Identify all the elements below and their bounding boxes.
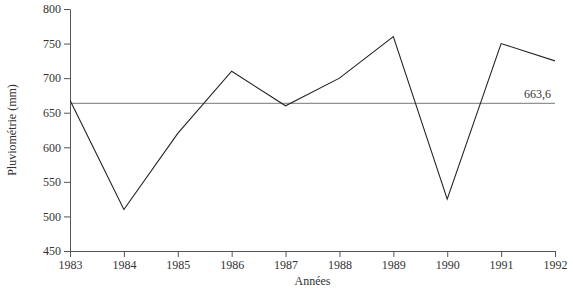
x-tick: 1990: [436, 251, 460, 272]
y-tick-label: 550: [43, 175, 61, 189]
y-tick-mark: [64, 113, 70, 114]
mean-label: 663,6: [524, 87, 551, 101]
y-tick-mark: [64, 9, 70, 10]
x-tick: 1992: [544, 251, 568, 272]
x-tick-label: 1984: [112, 258, 136, 272]
y-tick-mark: [64, 251, 70, 252]
x-tick: 1983: [59, 251, 83, 272]
x-tick-mark: [555, 251, 556, 257]
x-tick-mark: [124, 251, 125, 257]
y-axis-title: Pluviométrie (mm): [5, 84, 19, 176]
x-tick-mark: [447, 251, 448, 257]
x-tick: 1991: [490, 251, 514, 272]
data-layer: [70, 37, 555, 210]
y-tick: 800: [43, 2, 70, 16]
y-tick-label: 450: [43, 244, 61, 258]
x-tick-label: 1990: [436, 258, 460, 272]
y-tick-mark: [64, 44, 70, 45]
x-tick-label: 1987: [274, 258, 298, 272]
rainfall-line: [70, 37, 555, 210]
x-axis-line: [71, 251, 556, 252]
x-tick-mark: [178, 251, 179, 257]
y-tick-mark: [64, 147, 70, 148]
x-tick: 1988: [328, 251, 352, 272]
x-tick-label: 1985: [166, 258, 190, 272]
y-tick: 700: [43, 71, 70, 85]
y-tick-mark: [64, 216, 70, 217]
y-tick: 450: [43, 244, 70, 258]
y-tick: 600: [43, 141, 70, 155]
y-tick-mark: [64, 78, 70, 79]
y-tick-label: 500: [43, 210, 61, 224]
mean-line: [70, 103, 555, 104]
y-tick: 650: [43, 106, 70, 120]
x-tick-label: 1989: [382, 258, 406, 272]
y-tick-mark: [64, 182, 70, 183]
x-tick: 1986: [220, 251, 244, 272]
x-tick-label: 1992: [544, 258, 568, 272]
x-axis: 1983 1984 1985 1986 1987 1988 1989 1990 1991 1992: [59, 251, 568, 272]
chart: 1983 1984 1985 1986 1987 1988 1989 1990 1991 1992…: [0, 0, 573, 289]
x-tick-mark: [232, 251, 233, 257]
x-tick-mark: [339, 251, 340, 257]
x-tick: 1985: [166, 251, 190, 272]
x-tick-mark: [501, 251, 502, 257]
y-tick-label: 650: [43, 106, 61, 120]
x-tick: 1989: [382, 251, 406, 272]
x-tick: 1984: [112, 251, 136, 272]
x-tick-label: 1991: [490, 258, 514, 272]
x-tick-label: 1986: [220, 258, 244, 272]
x-tick-label: 1988: [328, 258, 352, 272]
y-tick-label: 800: [43, 2, 61, 16]
y-axis-line: [70, 10, 71, 252]
plot-area: 1983 1984 1985 1986 1987 1988 1989 1990 1991 1992…: [43, 2, 568, 271]
y-tick: 750: [43, 37, 70, 51]
y-tick-label: 600: [43, 141, 61, 155]
x-tick-mark: [393, 251, 394, 257]
x-tick-mark: [70, 251, 71, 257]
y-tick: 550: [43, 175, 70, 189]
x-tick-label: 1983: [59, 258, 83, 272]
x-axis-title: Années: [295, 274, 331, 288]
y-tick: 500: [43, 210, 70, 224]
y-tick-label: 700: [43, 71, 61, 85]
x-tick-mark: [286, 251, 287, 257]
y-tick-label: 750: [43, 37, 61, 51]
x-tick: 1987: [274, 251, 298, 272]
y-axis: 450 500 550 600 650 700 750 800: [43, 2, 71, 258]
